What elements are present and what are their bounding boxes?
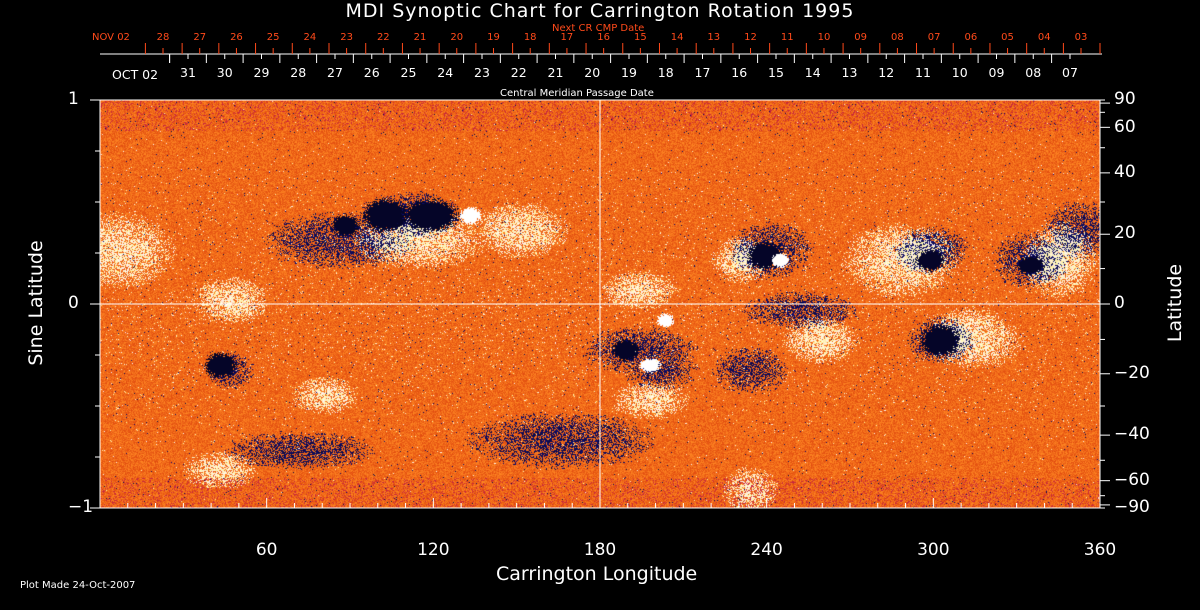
cmp-date-label: 17 bbox=[694, 65, 711, 80]
next-cr-date-label: 24 bbox=[303, 32, 317, 43]
next-cr-date-label: 08 bbox=[891, 32, 904, 43]
next-cr-date-label: 18 bbox=[523, 32, 537, 43]
cmp-date-label: 20 bbox=[584, 65, 601, 80]
y-axis-title: Sine Latitude bbox=[25, 240, 47, 366]
next-cr-date-label: 06 bbox=[964, 32, 978, 43]
cmp-date-label: 14 bbox=[804, 65, 821, 80]
cmp-date-label: 19 bbox=[621, 65, 637, 80]
cmp-date-label: 28 bbox=[290, 65, 307, 80]
next-cr-date-label: 15 bbox=[633, 32, 647, 43]
next-cr-date-label: 27 bbox=[193, 32, 207, 43]
cmp-date-label: 07 bbox=[1062, 65, 1078, 80]
next-cr-date-label: 21 bbox=[413, 32, 427, 43]
next-cr-date-label: 05 bbox=[1001, 32, 1014, 43]
plot-made-footer: Plot Made 24-Oct-2007 bbox=[20, 580, 136, 591]
cmp-start-label: OCT 02 bbox=[112, 67, 159, 82]
cmp-date-label: 21 bbox=[547, 65, 564, 80]
y2-tick-label: −40 bbox=[1114, 424, 1150, 445]
next-cr-date-label: 17 bbox=[560, 32, 574, 43]
y2-tick-label: −20 bbox=[1114, 362, 1150, 383]
cmp-date-label: 15 bbox=[768, 65, 784, 80]
cmp-date-label: 08 bbox=[1025, 65, 1042, 80]
cmp-date-label: 18 bbox=[657, 65, 674, 80]
next-cr-date-label: 19 bbox=[487, 32, 500, 43]
x-tick-label: 120 bbox=[417, 540, 450, 560]
chart-title: MDI Synoptic Chart for Carrington Rotati… bbox=[345, 0, 855, 22]
next-cr-date-label: 23 bbox=[340, 32, 353, 43]
cmp-date-label: 25 bbox=[400, 65, 417, 80]
next-cr-axis-label: Next CR CMP Date bbox=[552, 23, 645, 34]
y2-tick-label: −90 bbox=[1114, 497, 1150, 517]
y2-axis-title: Latitude bbox=[1164, 263, 1186, 343]
cmp-date-label: 13 bbox=[841, 65, 858, 80]
next-cr-date-label: 14 bbox=[670, 32, 684, 43]
next-cr-date-label: 04 bbox=[1037, 32, 1051, 43]
next-cr-date-label: 12 bbox=[744, 32, 757, 43]
cmp-date-label: 26 bbox=[363, 65, 380, 80]
y2-tick-label: 40 bbox=[1114, 161, 1136, 182]
next-cr-date-label: 09 bbox=[854, 32, 868, 43]
cmp-date-label: 29 bbox=[253, 65, 270, 80]
y-tick-label: −1 bbox=[68, 497, 94, 517]
x-tick-label: 300 bbox=[917, 540, 950, 560]
x-tick-label: 180 bbox=[583, 540, 617, 560]
next-cr-date-label: 11 bbox=[780, 32, 794, 43]
cmp-date-label: 22 bbox=[510, 65, 527, 80]
next-cr-date-label: 10 bbox=[817, 32, 831, 43]
cmp-date-label: 24 bbox=[437, 65, 454, 80]
next-cr-date-label: 03 bbox=[1074, 32, 1088, 43]
cmp-date-label: 12 bbox=[878, 65, 895, 80]
cmp-date-label: 27 bbox=[327, 65, 343, 80]
next-cr-date-label: 20 bbox=[450, 32, 464, 43]
cmp-date-label: 23 bbox=[474, 65, 490, 80]
y2-tick-label: 20 bbox=[1114, 223, 1136, 244]
cmp-date-label: 09 bbox=[988, 65, 1005, 80]
next-cr-date-label: 28 bbox=[156, 32, 170, 43]
next-cr-date-label: 16 bbox=[597, 32, 610, 43]
x-tick-label: 240 bbox=[750, 540, 783, 560]
y2-tick-label: 0 bbox=[1114, 293, 1125, 313]
y2-tick-label: 60 bbox=[1114, 117, 1136, 138]
x-tick-label: 60 bbox=[255, 540, 278, 560]
y-tick-label: 1 bbox=[68, 89, 79, 109]
y2-tick-label: 90 bbox=[1114, 89, 1136, 109]
y-tick-label: 0 bbox=[68, 293, 79, 313]
cmp-date-label: 16 bbox=[731, 65, 748, 80]
x-axis-title: Carrington Longitude bbox=[496, 563, 698, 585]
cmp-date-label: 10 bbox=[951, 65, 968, 80]
next-cr-date-label: 22 bbox=[376, 32, 390, 43]
y2-tick-label: −60 bbox=[1114, 469, 1150, 490]
cmp-date-label: 30 bbox=[216, 65, 233, 80]
next-cr-date-label: 25 bbox=[266, 32, 280, 43]
next-cr-start-label: NOV 02 bbox=[92, 32, 130, 43]
cmp-date-label: 31 bbox=[180, 65, 196, 80]
next-cr-date-label: 26 bbox=[230, 32, 243, 43]
next-cr-date-label: 13 bbox=[707, 32, 721, 43]
cmp-axis-label: Central Meridian Passage Date bbox=[500, 88, 654, 99]
next-cr-date-label: 07 bbox=[927, 32, 941, 43]
cmp-date-label: 11 bbox=[915, 65, 931, 80]
x-tick-label: 360 bbox=[1083, 540, 1117, 560]
